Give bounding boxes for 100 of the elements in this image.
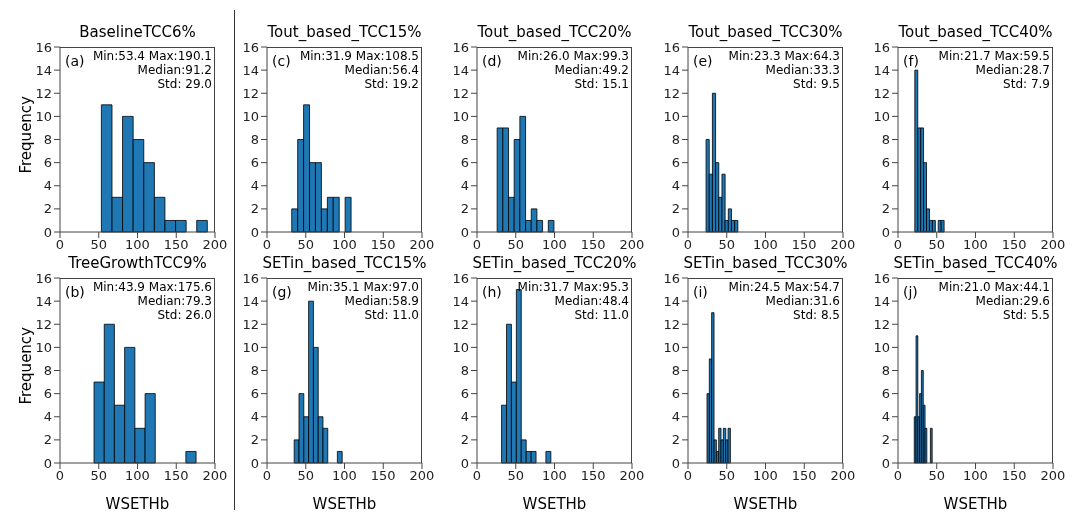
- chart-title: Tout_based_TCC30%: [687, 23, 844, 41]
- x-tick-label: 50: [297, 237, 315, 253]
- y-tick-label: 6: [460, 386, 469, 402]
- y-tick-label: 14: [663, 62, 680, 78]
- y-tick-label: 10: [35, 108, 52, 124]
- y-tick-label: 6: [881, 155, 890, 171]
- x-tick-label: 50: [718, 237, 736, 253]
- y-tick-label: 12: [873, 316, 890, 332]
- x-tick-label: 150: [163, 237, 189, 253]
- y-tick-label: 12: [873, 85, 890, 101]
- chart-title: BaselineTCC6%: [78, 23, 197, 41]
- x-tick-label: 150: [163, 468, 189, 484]
- annotation: (c): [272, 53, 291, 69]
- annotation: Min:21.7 Max:59.5: [938, 49, 1050, 63]
- x-tick-label: 150: [1001, 468, 1027, 484]
- chart-title: Tout_based_TCC40%: [897, 23, 1054, 41]
- y-tick-label: 0: [43, 455, 52, 471]
- annotation: Std: 7.9: [1003, 77, 1050, 91]
- x-tick-label: 200: [1040, 237, 1066, 253]
- annotation: (b): [65, 284, 85, 300]
- annotation: Std: 19.2: [364, 77, 419, 91]
- y-tick-label: 4: [460, 178, 469, 194]
- y-tick-label: 10: [35, 339, 52, 355]
- x-tick-label: 50: [928, 237, 946, 253]
- chart-title: SETin_based_TCC15%: [261, 254, 428, 272]
- x-axis-title: WSETHb: [312, 495, 377, 513]
- x-tick-label: 50: [928, 468, 946, 484]
- y-axis-title: Frequency: [17, 95, 36, 174]
- y-tick-label: 14: [242, 62, 259, 78]
- x-tick-label: 0: [683, 237, 693, 253]
- y-tick-label: 6: [250, 155, 259, 171]
- chart-title: Tout_based_TCC20%: [476, 23, 633, 41]
- y-tick-label: 2: [43, 432, 52, 448]
- x-tick-label: 200: [202, 237, 228, 253]
- x-axis-title: WSETHb: [522, 495, 587, 513]
- y-tick-label: 14: [452, 62, 469, 78]
- y-tick-label: 6: [43, 386, 52, 402]
- x-tick-label: 50: [297, 468, 315, 484]
- y-tick-label: 10: [452, 339, 469, 355]
- y-tick-label: 2: [671, 201, 680, 217]
- y-tick-label: 0: [43, 224, 52, 240]
- x-tick-label: 100: [963, 468, 988, 484]
- y-tick-label: 8: [460, 363, 469, 379]
- y-tick-label: 14: [663, 293, 680, 309]
- y-tick-label: 4: [43, 178, 52, 194]
- y-tick-label: 8: [43, 363, 52, 379]
- annotation: Median:91.2: [137, 63, 212, 77]
- y-tick-label: 2: [671, 432, 680, 448]
- annotation: Median:48.4: [554, 294, 629, 308]
- x-tick-label: 100: [332, 468, 357, 484]
- y-tick-label: 16: [452, 39, 469, 55]
- x-tick-label: 200: [202, 468, 228, 484]
- annotation: (d): [482, 53, 502, 69]
- y-tick-label: 8: [671, 132, 680, 148]
- x-tick-label: 100: [125, 468, 150, 484]
- annotation: Min:31.9 Max:108.5: [299, 49, 419, 63]
- annotation: Std: 11.0: [364, 308, 419, 322]
- x-tick-label: 0: [893, 468, 903, 484]
- y-tick-label: 2: [250, 201, 259, 217]
- annotation: (j): [903, 284, 918, 300]
- y-tick-label: 16: [873, 39, 890, 55]
- y-tick-label: 4: [460, 409, 469, 425]
- y-tick-label: 0: [881, 224, 890, 240]
- y-tick-label: 10: [873, 339, 890, 355]
- y-tick-label: 0: [460, 455, 469, 471]
- annotation: (e): [693, 53, 713, 69]
- x-tick-label: 0: [683, 468, 693, 484]
- chart-title: SETin_based_TCC20%: [471, 254, 638, 272]
- y-tick-label: 0: [250, 224, 259, 240]
- annotation: Median:58.9: [344, 294, 419, 308]
- y-tick-label: 14: [873, 62, 890, 78]
- annotation: Median:31.6: [765, 294, 840, 308]
- y-tick-label: 4: [671, 409, 680, 425]
- x-tick-label: 200: [619, 468, 645, 484]
- x-axis-title: WSETHb: [733, 495, 798, 513]
- y-tick-label: 6: [43, 155, 52, 171]
- x-tick-label: 200: [619, 237, 645, 253]
- annotation: Median:29.6: [975, 294, 1050, 308]
- x-tick-label: 100: [753, 468, 778, 484]
- x-tick-label: 50: [507, 468, 525, 484]
- x-tick-label: 0: [893, 237, 903, 253]
- annotation: Std: 26.0: [157, 308, 212, 322]
- y-tick-label: 12: [242, 316, 259, 332]
- x-tick-label: 0: [472, 237, 482, 253]
- x-tick-label: 50: [718, 468, 736, 484]
- y-tick-label: 6: [671, 386, 680, 402]
- y-tick-label: 4: [671, 178, 680, 194]
- y-tick-label: 16: [452, 270, 469, 286]
- y-tick-label: 8: [250, 132, 259, 148]
- y-tick-label: 16: [35, 270, 52, 286]
- x-tick-label: 150: [370, 468, 396, 484]
- y-tick-label: 14: [35, 62, 52, 78]
- y-tick-label: 14: [242, 293, 259, 309]
- annotation: (h): [482, 284, 502, 300]
- y-tick-label: 0: [671, 455, 680, 471]
- y-tick-label: 8: [460, 132, 469, 148]
- y-tick-label: 4: [250, 409, 259, 425]
- annotation: Min:43.9 Max:175.6: [92, 280, 212, 294]
- x-tick-label: 150: [580, 237, 606, 253]
- y-tick-label: 16: [663, 39, 680, 55]
